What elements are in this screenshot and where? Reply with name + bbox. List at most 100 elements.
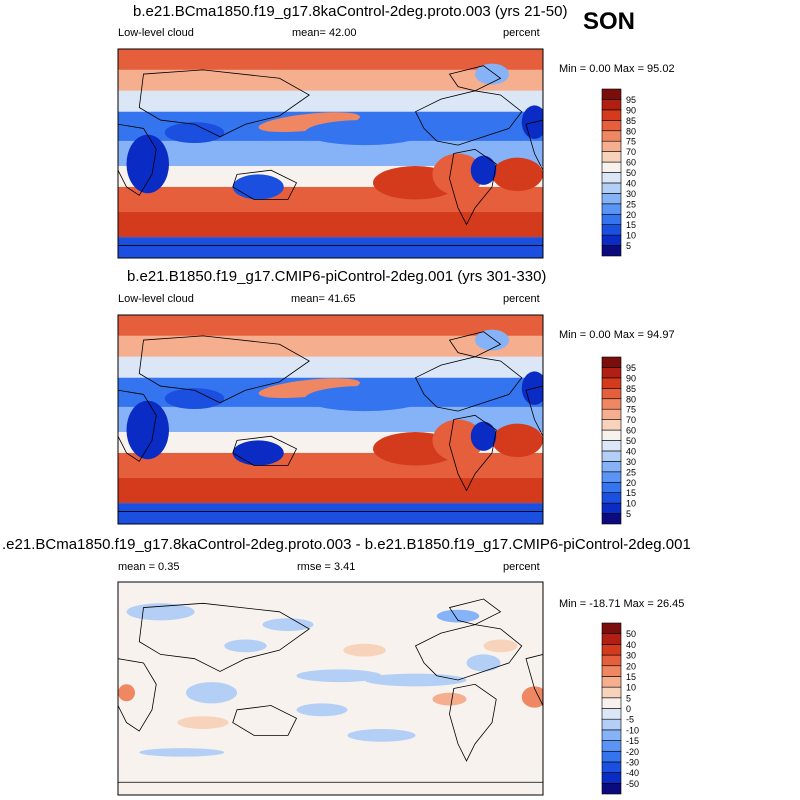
- coastline: [525, 654, 543, 706]
- colorbar-tick-label: 75: [626, 137, 636, 147]
- colorbar-box: [601, 729, 622, 741]
- colorbar-tick-label: 50: [626, 629, 636, 639]
- colorbar-tick-label: 40: [626, 640, 636, 650]
- panel-2-minmax: Min = 0.00 Max = 94.97: [559, 329, 675, 341]
- panel-1-minmax: Min = 0.00 Max = 95.02: [559, 63, 675, 75]
- colorbar-box: [601, 440, 622, 452]
- colorbar-tick-label: 70: [626, 147, 636, 157]
- colorbar-box: [601, 633, 622, 645]
- colorbar-tick-label: 5: [626, 509, 631, 519]
- panel-1-map-frame: [117, 48, 544, 259]
- colorbar-tick-label: 30: [626, 457, 636, 467]
- colorbar-tick-label: -10: [626, 725, 639, 735]
- colorbar-box: [601, 120, 622, 132]
- panel-3-map-frame: [117, 581, 544, 796]
- colorbar-box: [601, 429, 622, 441]
- coastline: [414, 624, 523, 681]
- colorbar-box: [601, 622, 622, 634]
- colorbar-box: [601, 450, 622, 462]
- coastline: [449, 414, 497, 492]
- coastline: [138, 602, 310, 672]
- colorbar-box: [601, 356, 622, 368]
- colorbar-tick-label: -15: [626, 736, 639, 746]
- colorbar-tick-label: 60: [626, 426, 636, 436]
- colorbar-tick-label: 75: [626, 405, 636, 415]
- colorbar-box: [601, 686, 622, 699]
- colorbar-tick-label: 80: [626, 394, 636, 404]
- colorbar-tick-label: 30: [626, 189, 636, 199]
- coastline: [118, 658, 157, 732]
- colorbar-tick-label: 10: [626, 683, 636, 693]
- colorbar-tick-label: 15: [626, 672, 636, 682]
- colorbar-tick-label: 5: [626, 241, 631, 251]
- colorbar-tick-label: 90: [626, 105, 636, 115]
- coastline: [414, 356, 523, 412]
- colorbar-box: [601, 398, 622, 410]
- coastline: [525, 119, 543, 171]
- colorbar-box: [601, 99, 622, 111]
- colorbar-box: [601, 109, 622, 121]
- colorbar-box: [601, 697, 622, 709]
- colorbar-box: [601, 750, 622, 763]
- coastline: [118, 511, 543, 524]
- coastline: [138, 335, 310, 404]
- colorbar-box: [601, 388, 622, 400]
- coastline: [448, 331, 502, 358]
- panel-2-mean: mean= 41.65: [291, 293, 356, 305]
- panel-3-rmse: rmse = 3.41: [297, 561, 356, 573]
- colorbar-box: [601, 718, 622, 731]
- colorbar-box: [601, 492, 622, 504]
- panel-3-units: percent: [503, 561, 540, 573]
- colorbar-tick-label: 90: [626, 373, 636, 383]
- colorbar-tick-label: 40: [626, 446, 636, 456]
- colorbar-tick-label: 25: [626, 199, 636, 209]
- coastline: [138, 69, 310, 138]
- season-label: SON: [583, 8, 636, 35]
- colorbar-tick-label: 95: [626, 363, 636, 373]
- colorbar-tick-label: -40: [626, 768, 639, 778]
- coastline: [118, 389, 157, 462]
- colorbar-box: [601, 772, 622, 784]
- colorbar-box: [601, 224, 622, 236]
- coastline: [118, 781, 543, 795]
- colorbar-box: [601, 761, 622, 773]
- coastline: [448, 65, 502, 92]
- colorbar-box: [601, 461, 622, 473]
- colorbar-box: [601, 193, 622, 205]
- colorbar-tick-label: -5: [626, 715, 634, 725]
- panel-2-map: [117, 314, 544, 525]
- colorbar-tick-label: 50: [626, 436, 636, 446]
- panel-2-units: percent: [503, 293, 540, 305]
- panel-3-mean: mean = 0.35: [118, 561, 180, 573]
- colorbar-box: [601, 203, 622, 215]
- colorbar-tick-label: 20: [626, 478, 636, 488]
- colorbar-tick-label: 95: [626, 95, 636, 105]
- coastline: [525, 385, 543, 437]
- coastline: [232, 705, 298, 736]
- colorbar-tick-label: 5: [626, 693, 631, 703]
- colorbar-box: [601, 161, 622, 173]
- colorbar-box: [601, 140, 622, 152]
- colorbar-box: [601, 151, 622, 163]
- colorbar-box: [601, 654, 622, 667]
- coastline: [448, 598, 502, 626]
- colorbar-box: [601, 130, 622, 142]
- colorbar-tick-label: 20: [626, 661, 636, 671]
- colorbar-box: [601, 644, 622, 656]
- colorbar-box: [601, 471, 622, 483]
- colorbar-box: [601, 234, 622, 246]
- colorbar-tick-label: 10: [626, 499, 636, 509]
- colorbar-tick-label: 10: [626, 231, 636, 241]
- panel-3-minmax: Min = -18.71 Max = 26.45: [559, 598, 685, 610]
- colorbar-box: [601, 408, 622, 420]
- colorbar-box: [601, 665, 622, 677]
- colorbar-tick-label: -30: [626, 757, 639, 767]
- colorbar-tick-label: 15: [626, 488, 636, 498]
- coastline: [118, 123, 157, 196]
- colorbar-tick-label: 80: [626, 126, 636, 136]
- colorbar-box: [601, 481, 622, 493]
- panel-1-map: [117, 48, 544, 259]
